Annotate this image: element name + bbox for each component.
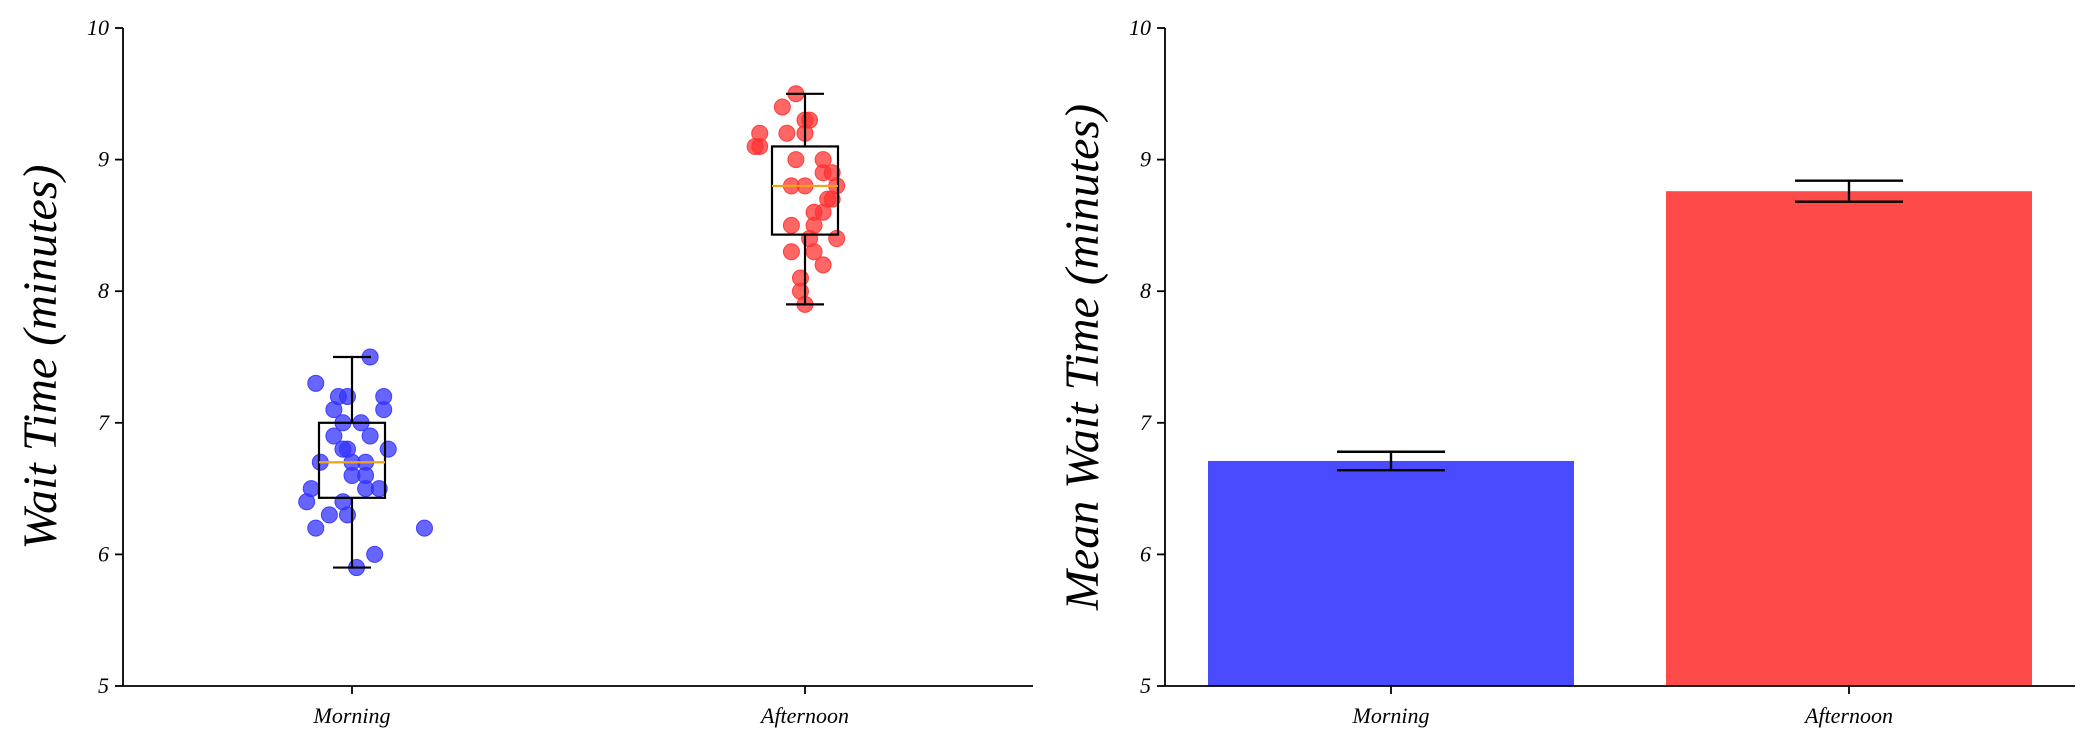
x-tick-label: Afternoon [1803, 703, 1893, 728]
data-point [814, 256, 832, 274]
data-point [307, 519, 325, 537]
bar [1666, 191, 2032, 686]
data-point [828, 230, 846, 248]
data-point [415, 519, 433, 537]
data-point [782, 216, 800, 234]
data-point [370, 480, 388, 498]
data-point [375, 401, 393, 419]
x-tick-label: Morning [313, 703, 391, 728]
box-strip-plot: 5 6 7 8 9 10 Morning Afternoon Wait Time (minu… [14, 15, 1033, 728]
x-tick-label: Morning [1352, 703, 1430, 728]
x-tick-label: Afternoon [759, 703, 849, 728]
data-point [325, 427, 343, 445]
y-tick-label: 10 [87, 15, 109, 40]
data-point [379, 440, 397, 458]
data-point [814, 203, 832, 221]
data-point [773, 98, 791, 116]
y-tick-label: 6 [98, 541, 109, 566]
y-tick-label: 5 [1140, 673, 1151, 698]
y-tick-label: 5 [98, 673, 109, 698]
y-axis-title: Wait Time (minutes) [14, 165, 67, 550]
data-point [366, 545, 384, 563]
y-tick-label: 7 [1140, 410, 1152, 435]
data-point [361, 427, 379, 445]
y-tick-label: 9 [98, 147, 109, 172]
data-point [782, 243, 800, 261]
data-point [823, 190, 841, 208]
bar [1208, 460, 1574, 686]
y-tick-label: 10 [1129, 15, 1151, 40]
mean-bar-chart: 5 6 7 8 9 10 Morning Afternoon Mean Wait Time … [1056, 15, 2075, 728]
y-tick-label: 9 [1140, 147, 1151, 172]
data-point [746, 137, 764, 155]
data-point [320, 506, 338, 524]
y-axis-title: Mean Wait Time (minutes) [1056, 104, 1109, 611]
y-tick-label: 8 [1140, 278, 1151, 303]
data-point [787, 151, 805, 169]
y-tick-label: 7 [98, 410, 110, 435]
data-point [307, 374, 325, 392]
data-point [778, 124, 796, 142]
data-point [298, 493, 316, 511]
y-tick-label: 8 [98, 278, 109, 303]
y-tick-label: 6 [1140, 541, 1151, 566]
data-point [325, 401, 343, 419]
box-iqr [317, 421, 387, 499]
box-iqr [770, 145, 840, 236]
